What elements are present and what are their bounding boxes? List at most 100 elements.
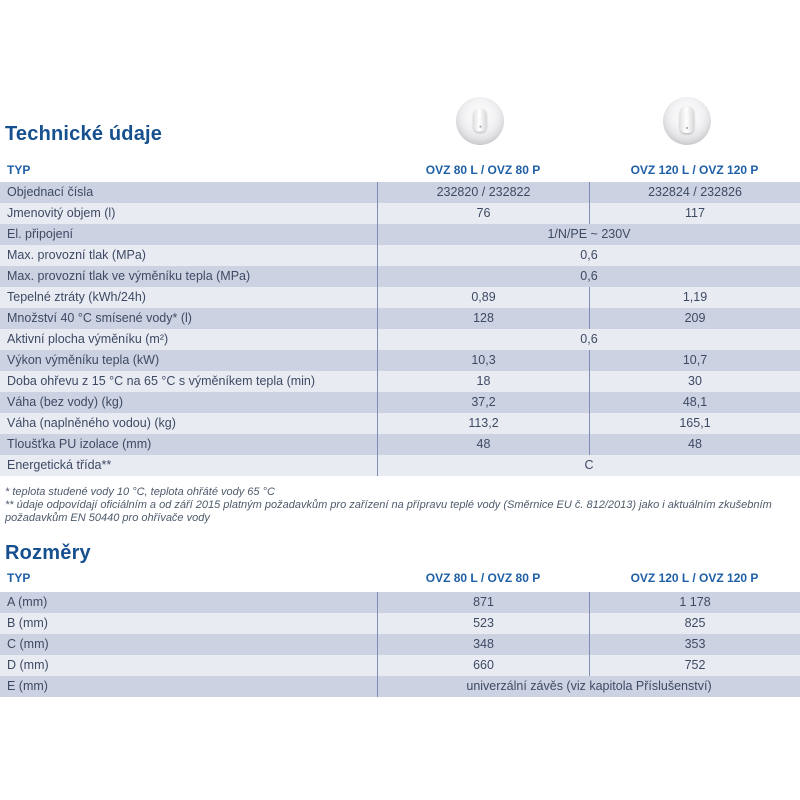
row-label: Tloušťka PU izolace (mm) — [7, 437, 152, 451]
table-row: Váha (naplněného vodou) (kg) 113,2 165,1 — [0, 413, 800, 434]
row-label: Tepelné ztráty (kWh/24h) — [7, 290, 146, 304]
row-label: Množství 40 °C smísené vody* (l) — [7, 311, 192, 325]
value-col2: 353 — [589, 634, 800, 655]
row-values: C — [377, 455, 800, 476]
value-col1: 10,3 — [471, 353, 496, 367]
row-label: El. připojení — [7, 227, 74, 241]
table-row: D (mm) 660 752 — [0, 655, 800, 676]
row-values: 37,2 48,1 — [377, 392, 800, 413]
row-values: 232820 / 232822 232824 / 232826 — [377, 182, 800, 203]
value-col1: 348 — [473, 637, 494, 651]
value-col2: 1,19 — [589, 287, 800, 308]
tech-table-header: TYP OVZ 80 L / OVZ 80 P OVZ 120 L / OVZ … — [0, 159, 800, 180]
row-label: C (mm) — [7, 637, 49, 651]
value-col1: 871 — [473, 595, 494, 609]
value-col1: 18 — [476, 374, 491, 388]
value-span: C — [584, 458, 594, 472]
value-col1: 660 — [473, 658, 494, 672]
table-row: Max. provozní tlak ve výměníku tepla (MP… — [0, 266, 800, 287]
row-label: Max. provozní tlak (MPa) — [7, 248, 146, 262]
heater-body-icon — [680, 106, 694, 133]
value-span: univerzální závěs (viz kapitola Přísluše… — [466, 679, 712, 693]
row-values: 0,6 — [377, 329, 800, 350]
value-col2: 30 — [589, 371, 800, 392]
row-label: Jmenovitý objem (l) — [7, 206, 116, 220]
row-values: 128 209 — [377, 308, 800, 329]
value-col1: 48 — [476, 437, 491, 451]
row-values: 0,6 — [377, 266, 800, 287]
value-col1: 0,89 — [471, 290, 496, 304]
tech-section-title: Technické údaje — [5, 123, 163, 145]
row-values: 10,3 10,7 — [377, 350, 800, 371]
table-row: C (mm) 348 353 — [0, 634, 800, 655]
table-row: A (mm) 871 1 178 — [0, 592, 800, 613]
col2-header-ovz120: OVZ 120 L / OVZ 120 P — [630, 570, 759, 585]
table-row: E (mm) univerzální závěs (viz kapitola P… — [0, 676, 800, 697]
value-col2: 48,1 — [589, 392, 800, 413]
col2-header-ovz120: OVZ 120 L / OVZ 120 P — [630, 162, 759, 177]
row-values: 18 30 — [377, 371, 800, 392]
row-label: A (mm) — [7, 595, 48, 609]
dimensions-section-title: Rozměry — [5, 542, 91, 564]
value-col2: 232824 / 232826 — [589, 182, 800, 203]
type-header: TYP — [7, 570, 31, 585]
table-row: Jmenovitý objem (l) 76 117 — [0, 203, 800, 224]
row-label: Energetická třída** — [7, 458, 112, 472]
row-values: 660 752 — [377, 655, 800, 676]
table-row: Množství 40 °C smísené vody* (l) 128 209 — [0, 308, 800, 329]
row-label: Váha (bez vody) (kg) — [7, 395, 124, 409]
row-values: 348 353 — [377, 634, 800, 655]
row-values: univerzální závěs (viz kapitola Přísluše… — [377, 676, 800, 697]
value-span: 0,6 — [580, 332, 598, 346]
value-col1: 76 — [476, 206, 491, 220]
row-values: 113,2 165,1 — [377, 413, 800, 434]
row-values: 48 48 — [377, 434, 800, 455]
value-col1: 113,2 — [468, 416, 499, 430]
row-label: Doba ohřevu z 15 °C na 65 °C s výměníkem… — [7, 374, 316, 388]
table-row: Energetická třída** C — [0, 455, 800, 476]
tech-table: Objednací čísla 232820 / 232822 232824 /… — [0, 182, 800, 476]
value-span: 0,6 — [580, 248, 598, 262]
col1-header-ovz80: OVZ 80 L / OVZ 80 P — [425, 570, 541, 585]
value-col2: 165,1 — [589, 413, 800, 434]
row-label: Výkon výměníku tepla (kW) — [7, 353, 160, 367]
row-label: Objednací čísla — [7, 185, 94, 199]
table-row: Tepelné ztráty (kWh/24h) 0,89 1,19 — [0, 287, 800, 308]
value-col2: 1 178 — [589, 592, 800, 613]
row-label: Aktivní plocha výměníku (m²) — [7, 332, 169, 346]
row-label: Váha (naplněného vodou) (kg) — [7, 416, 176, 430]
row-values: 0,89 1,19 — [377, 287, 800, 308]
value-col1: 37,2 — [471, 395, 496, 409]
dim-table-header: TYP OVZ 80 L / OVZ 80 P OVZ 120 L / OVZ … — [0, 567, 800, 588]
footnote-1: * teplota studené vody 10 °C, teplota oh… — [5, 486, 275, 498]
value-span: 1/N/PE ~ 230V — [547, 227, 631, 241]
footnote-2: ** údaje odpovídají oficiálním a od září… — [5, 499, 772, 524]
value-col2: 10,7 — [589, 350, 800, 371]
table-row: Doba ohřevu z 15 °C na 65 °C s výměníkem… — [0, 371, 800, 392]
table-row: Tloušťka PU izolace (mm) 48 48 — [0, 434, 800, 455]
type-header: TYP — [7, 162, 31, 177]
row-values: 871 1 178 — [377, 592, 800, 613]
row-label: B (mm) — [7, 616, 48, 630]
value-col1: 523 — [473, 616, 494, 630]
footnotes: * teplota studené vody 10 °C, teplota oh… — [5, 486, 793, 525]
row-label: E (mm) — [7, 679, 48, 693]
value-col2: 117 — [589, 203, 800, 224]
value-col2: 48 — [589, 434, 800, 455]
value-col1: 232820 / 232822 — [436, 185, 531, 199]
value-col2: 209 — [589, 308, 800, 329]
table-row: Objednací čísla 232820 / 232822 232824 /… — [0, 182, 800, 203]
row-label: D (mm) — [7, 658, 49, 672]
value-col2: 752 — [589, 655, 800, 676]
value-span: 0,6 — [580, 269, 598, 283]
row-label: Max. provozní tlak ve výměníku tepla (MP… — [7, 269, 251, 283]
table-row: Výkon výměníku tepla (kW) 10,3 10,7 — [0, 350, 800, 371]
value-col2: 825 — [589, 613, 800, 634]
water-heater-80l-icon — [456, 97, 504, 145]
row-values: 523 825 — [377, 613, 800, 634]
table-row: Aktivní plocha výměníku (m²) 0,6 — [0, 329, 800, 350]
table-row: B (mm) 523 825 — [0, 613, 800, 634]
dimensions-table: A (mm) 871 1 178 B (mm) 523 825 C (mm) 3… — [0, 592, 800, 697]
col1-header-ovz80: OVZ 80 L / OVZ 80 P — [425, 162, 541, 177]
